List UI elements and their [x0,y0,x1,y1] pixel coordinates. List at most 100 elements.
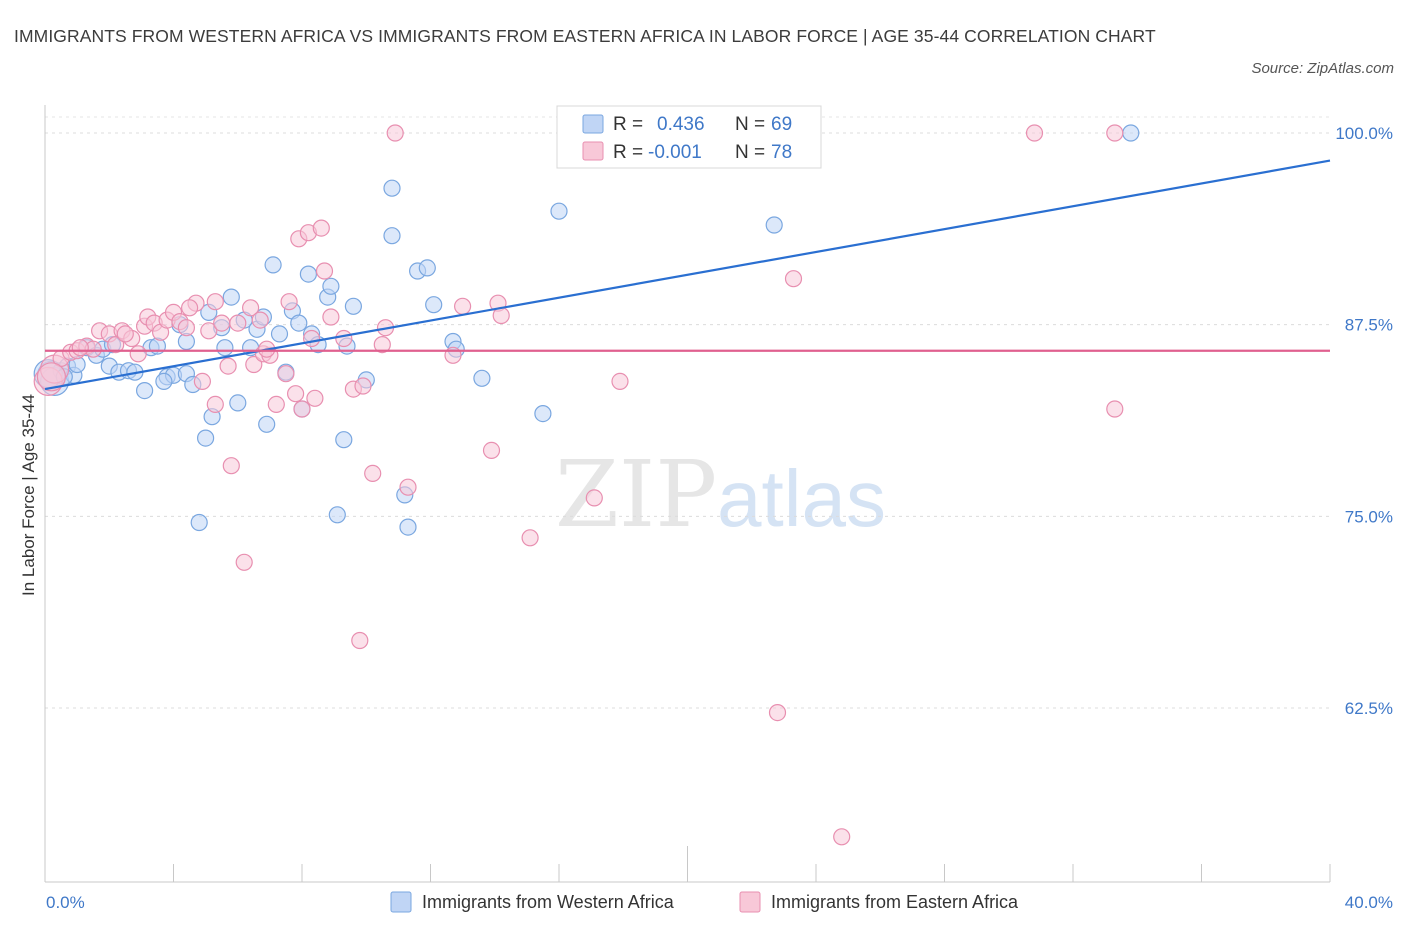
legend-n-label-western: N = [735,114,765,135]
point-western-africa [258,415,276,433]
point-western-africa [270,325,289,343]
point-western-africa [383,227,401,245]
point-eastern-africa [784,270,803,288]
point-eastern-africa [36,362,67,392]
point-eastern-africa [364,464,382,482]
point-eastern-africa [280,293,298,311]
legend-r-label-eastern: R = [613,142,643,163]
point-eastern-africa [213,314,231,332]
point-eastern-africa [293,400,311,418]
point-eastern-africa [229,314,247,332]
watermark: ZIP atlas [555,441,886,548]
tick-labels: 62.5% 75.0% 87.5% 100.0% 0.0% 40.0% [46,124,1393,912]
point-western-africa [550,202,568,220]
legend-swatch-series-western [390,891,412,913]
point-eastern-africa [306,389,324,407]
legend-n-value-western: 69 [771,114,792,135]
point-eastern-africa [354,377,372,395]
point-eastern-africa [242,299,260,317]
point-western-africa [473,369,491,387]
point-western-africa [136,382,154,400]
legend-r-value-western: 0.436 [657,114,705,135]
point-eastern-africa [585,489,603,507]
point-western-africa [222,288,240,306]
point-eastern-africa [335,329,353,348]
point-eastern-africa [482,441,501,459]
point-eastern-africa [116,325,134,343]
point-eastern-africa [251,311,269,329]
legend-n-value-eastern: 78 [771,142,792,163]
watermark-zip: ZIP [555,441,717,548]
point-eastern-africa [193,372,211,390]
point-eastern-africa [277,365,295,383]
y-tick-label: 100.0% [1335,124,1393,143]
point-western-africa [328,506,346,524]
point-eastern-africa [1106,400,1124,418]
point-western-africa [229,394,247,412]
point-eastern-africa [129,345,147,363]
point-eastern-africa [222,457,240,475]
legend-swatch-eastern [582,141,604,161]
trend-line-western [44,159,1331,391]
point-eastern-africa [351,631,369,650]
point-eastern-africa [181,299,199,317]
point-eastern-africa [303,329,321,348]
chart-title: IMMIGRANTS FROM WESTERN AFRICA VS IMMIGR… [14,26,1156,46]
y-tick-label: 75.0% [1345,507,1393,526]
point-eastern-africa [245,355,263,374]
point-eastern-africa [200,322,218,340]
y-tick-label: 62.5% [1345,699,1393,718]
point-western-africa [197,429,215,447]
point-western-africa [418,259,436,277]
point-eastern-africa [312,219,330,237]
point-western-africa [299,265,317,283]
point-eastern-africa [107,336,125,354]
point-eastern-africa [267,395,285,413]
point-eastern-africa [399,478,417,496]
point-western-africa [322,277,340,295]
point-eastern-africa [768,703,787,722]
legend-series-western: Immigrants from Western Africa [422,892,675,912]
point-western-africa [155,372,173,390]
legend-r-value-eastern: -0.001 [648,142,702,163]
point-eastern-africa [315,262,334,280]
trend-lines [44,159,1331,391]
data-points [33,124,1140,846]
point-western-africa [216,339,234,357]
y-tick-label: 87.5% [1345,316,1393,335]
point-western-africa [344,297,362,315]
point-eastern-africa [219,357,237,375]
point-eastern-africa [206,395,224,413]
point-eastern-africa [1025,124,1044,142]
legend-r-label-western: R = [613,114,643,135]
source-label: Source: ZipAtlas.com [1251,60,1394,77]
point-western-africa [425,296,443,314]
x-tick-label: 0.0% [46,893,85,912]
point-eastern-africa [373,336,391,354]
legend-n-label-eastern: N = [735,142,765,163]
point-western-africa [765,216,783,234]
legend-series-eastern: Immigrants from Eastern Africa [771,892,1019,912]
point-western-africa [190,513,208,532]
stats-legend: R = 0.436 N = 69 R = -0.001 N = 78 [556,105,822,169]
gridlines [45,116,1330,709]
point-western-africa [290,314,308,332]
legend-swatch-western [582,114,604,134]
y-axis-label: In Labor Force | Age 35-44 [19,394,38,596]
point-eastern-africa [521,529,539,547]
point-western-africa [264,256,282,274]
point-eastern-africa [177,319,195,337]
point-western-africa [383,179,401,197]
legend-swatch-series-eastern [739,891,761,913]
point-eastern-africa [235,553,253,571]
axes [44,105,1331,883]
point-western-africa [399,518,417,536]
point-western-africa [335,431,353,449]
series-legend: Immigrants from Western Africa Immigrant… [390,891,1019,913]
point-western-africa [534,405,552,423]
x-tick-label: 40.0% [1345,893,1393,912]
point-eastern-africa [611,372,629,390]
point-eastern-africa [833,828,851,846]
point-western-africa [1122,124,1140,142]
